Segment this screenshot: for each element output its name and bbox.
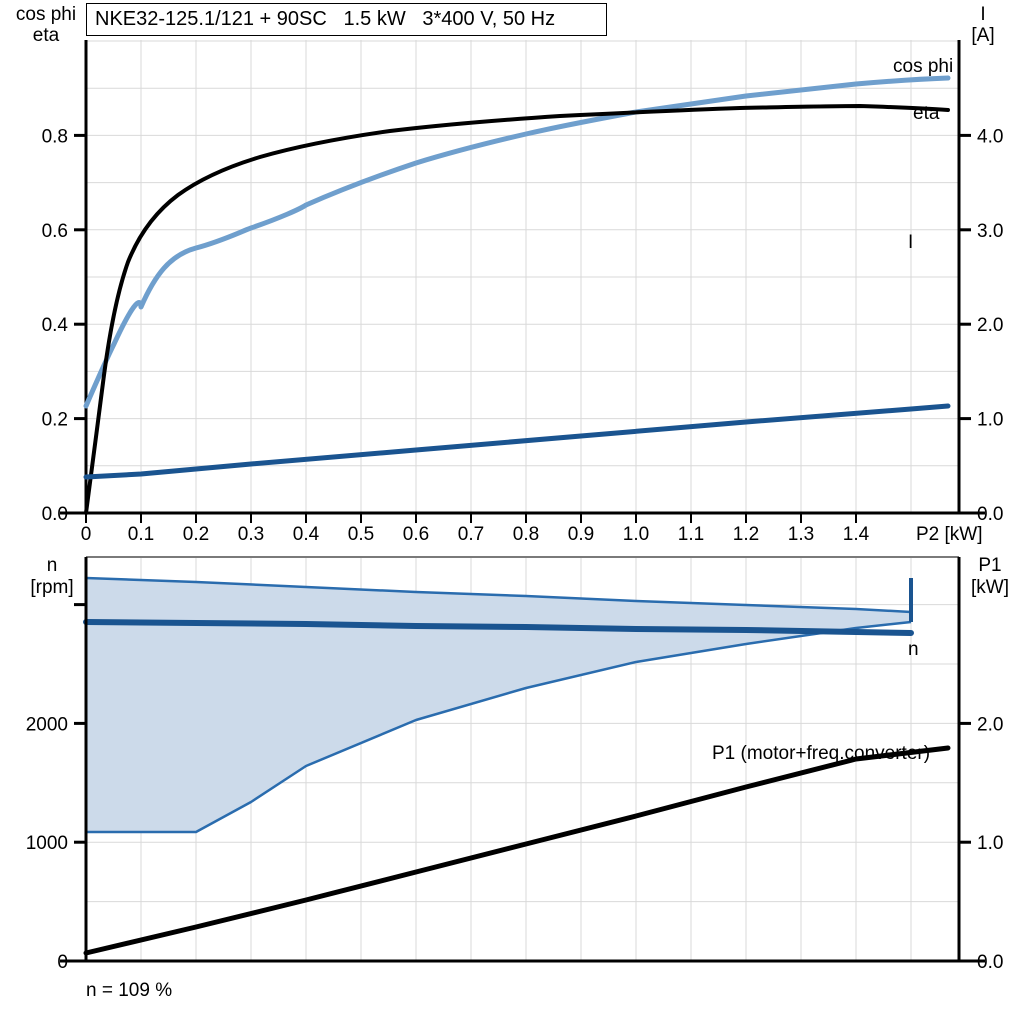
bottom-left-tick-0: 0 xyxy=(57,952,68,973)
top-grid-horizontal xyxy=(86,40,959,467)
top-left-tick-1: 0.2 xyxy=(42,410,68,431)
top-x-tick-1: 0.1 xyxy=(128,524,154,545)
top-right-axis-title-2: [A] xyxy=(971,25,994,46)
eta-curve xyxy=(84,104,950,515)
bottom-right-axis-title-2: [kW] xyxy=(971,577,1009,598)
top-left-axis-title-1: cos phi xyxy=(16,4,76,25)
cos-phi-series-label: cos phi xyxy=(893,56,953,77)
bottom-right-tick-1: 1.0 xyxy=(977,833,1003,854)
bottom-left-axis-title-1: n xyxy=(47,555,58,576)
top-x-axis-title: P2 [kW] xyxy=(916,524,983,545)
top-x-tick-2: 0.2 xyxy=(183,524,209,545)
top-x-tick-8: 0.8 xyxy=(513,524,539,545)
current-curve xyxy=(83,403,951,480)
current-series-label: I xyxy=(908,232,913,253)
bottom-chart-panel: n [rpm] P1 [kW] 0 1000 2000 0.0 1.0 2.0 … xyxy=(0,545,1024,1024)
top-right-tick-4: 4.0 xyxy=(977,126,1003,147)
speed-curve xyxy=(83,619,914,636)
bottom-chart-svg: n [rpm] P1 [kW] 0 1000 2000 0.0 1.0 2.0 … xyxy=(26,555,1009,973)
top-x-tick-13: 1.3 xyxy=(788,524,814,545)
speed-range-lower-edge xyxy=(86,620,912,834)
top-right-axis-title-1: I xyxy=(980,4,985,25)
bottom-left-tick-2: 2000 xyxy=(26,714,68,735)
speed-percentage-note: n = 109 % xyxy=(86,980,172,1002)
top-x-tick-10: 1.0 xyxy=(623,524,649,545)
bottom-right-tick-0: 0.0 xyxy=(977,952,1003,973)
chart-title-box: NKE32-125.1/121 + 90SC 1.5 kW 3*400 V, 5… xyxy=(86,3,607,36)
top-x-tick-4: 0.4 xyxy=(293,524,320,545)
top-x-tick-3: 0.3 xyxy=(238,524,264,545)
speed-series-label: n xyxy=(908,639,919,660)
top-left-tick-4: 0.8 xyxy=(42,126,68,147)
cos-phi-curve xyxy=(83,75,951,409)
bottom-left-axis-title-2: [rpm] xyxy=(30,577,73,598)
top-left-tick-2: 0.4 xyxy=(42,315,69,336)
bottom-left-ticks xyxy=(74,603,86,963)
bottom-right-axis-title-1: P1 xyxy=(978,555,1001,576)
top-right-tick-0: 0.0 xyxy=(977,504,1003,525)
top-right-ticks xyxy=(959,133,971,515)
p1-series-label: P1 (motor+freq.converter) xyxy=(712,743,930,764)
chart-title-text: NKE32-125.1/121 + 90SC 1.5 kW 3*400 V, 5… xyxy=(95,8,556,30)
top-x-ticks xyxy=(85,513,857,523)
top-x-tick-11: 1.1 xyxy=(678,524,704,545)
top-left-axis-title-2: eta xyxy=(33,25,60,46)
speed-range-band xyxy=(86,578,911,832)
bottom-left-tick-1: 1000 xyxy=(26,833,68,854)
eta-series-label: eta xyxy=(913,103,940,124)
speed-percentage-note-text: n = 109 % xyxy=(86,980,173,1001)
p1-curve xyxy=(83,745,951,956)
top-x-tick-12: 1.2 xyxy=(733,524,759,545)
top-x-tick-6: 0.6 xyxy=(403,524,429,545)
top-x-tick-9: 0.9 xyxy=(568,524,594,545)
bottom-right-ticks xyxy=(959,721,971,963)
top-right-tick-1: 1.0 xyxy=(977,410,1003,431)
top-grid-vertical xyxy=(85,40,912,512)
bottom-right-tick-2: 2.0 xyxy=(977,714,1003,735)
top-x-tick-0: 0 xyxy=(81,524,92,545)
top-right-tick-3: 3.0 xyxy=(977,221,1003,242)
top-left-ticks xyxy=(74,133,86,515)
top-chart-panel: cos phi eta I [A] 0.0 0.2 0.4 0.6 0.8 0.… xyxy=(16,3,1004,545)
top-left-tick-0: 0.0 xyxy=(42,504,68,525)
speed-range-upper-edge xyxy=(85,576,912,614)
top-right-tick-2: 2.0 xyxy=(977,315,1003,336)
top-x-tick-5: 0.5 xyxy=(348,524,374,545)
top-chart-svg: cos phi eta I [A] 0.0 0.2 0.4 0.6 0.8 0.… xyxy=(16,4,1004,545)
top-x-tick-14: 1.4 xyxy=(843,524,870,545)
top-x-tick-7: 0.7 xyxy=(458,524,484,545)
top-left-tick-3: 0.6 xyxy=(42,221,68,242)
